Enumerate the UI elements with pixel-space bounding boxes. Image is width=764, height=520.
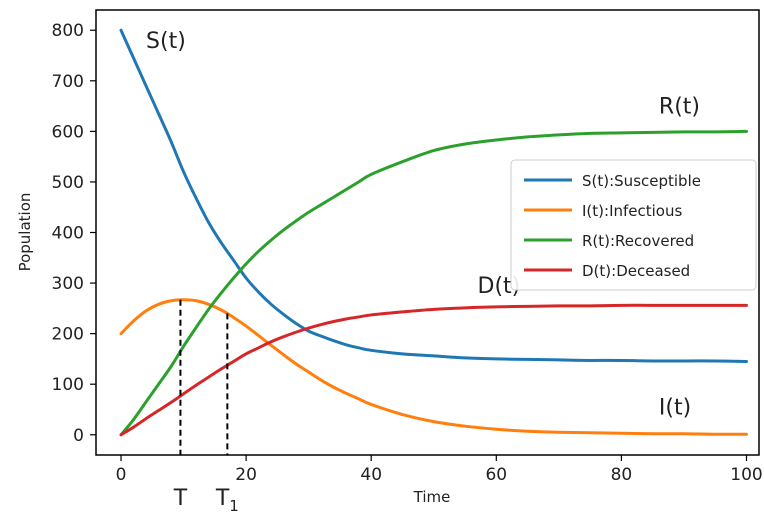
legend-box: [510, 159, 757, 291]
x-tick-label: 80: [611, 465, 633, 485]
time-markers: T T1: [173, 299, 239, 515]
curve-label: I(t): [659, 396, 691, 421]
legend-entries: S(t):Susceptible I(t):Infectious R(t):Reco…: [524, 172, 701, 280]
series-lines: [119, 28, 748, 437]
x-axis-ticks: 0 20 40 60 80 100: [116, 455, 763, 485]
curve-label: S(t): [146, 29, 186, 54]
y-tick-label: 400: [52, 224, 84, 244]
series-line-susceptible: [119, 28, 748, 363]
legend: S(t):Susceptible I(t):Infectious R(t):Reco…: [510, 159, 757, 291]
y-axis-label: Population: [16, 193, 34, 272]
curve-label: R(t): [659, 95, 700, 120]
y-tick-label: 500: [52, 173, 84, 193]
y-tick-label: 700: [52, 72, 84, 92]
x-axis-label: Time: [413, 488, 451, 506]
y-tick-label: 300: [52, 274, 84, 294]
x-tick-label: 60: [485, 465, 507, 485]
x-tick-label: 40: [360, 465, 382, 485]
series-line-deceased: [119, 303, 748, 437]
y-tick-label: 200: [52, 325, 84, 345]
curve-labels: S(t)R(t)D(t)I(t): [146, 29, 700, 421]
marker-label-1: T: [173, 486, 188, 511]
x-tick-label: 20: [235, 465, 257, 485]
legend-label: D(t):Deceased: [582, 262, 690, 280]
legend-label: I(t):Infectious: [582, 202, 682, 220]
y-tick-label: 0: [73, 426, 84, 446]
y-tick-label: 800: [52, 21, 84, 41]
y-tick-label: 100: [52, 375, 84, 395]
x-tick-label: 0: [116, 465, 127, 485]
x-tick-label: 100: [730, 465, 762, 485]
marker-label-2: T1: [215, 486, 239, 515]
series-line-infectious: [119, 298, 748, 436]
legend-label: S(t):Susceptible: [582, 172, 701, 190]
y-axis-ticks: 0 100 200 300 400 500 600 700 800: [52, 21, 96, 446]
series-line-recovered: [119, 129, 748, 437]
y-tick-label: 600: [52, 122, 84, 142]
legend-label: R(t):Recovered: [582, 232, 694, 250]
